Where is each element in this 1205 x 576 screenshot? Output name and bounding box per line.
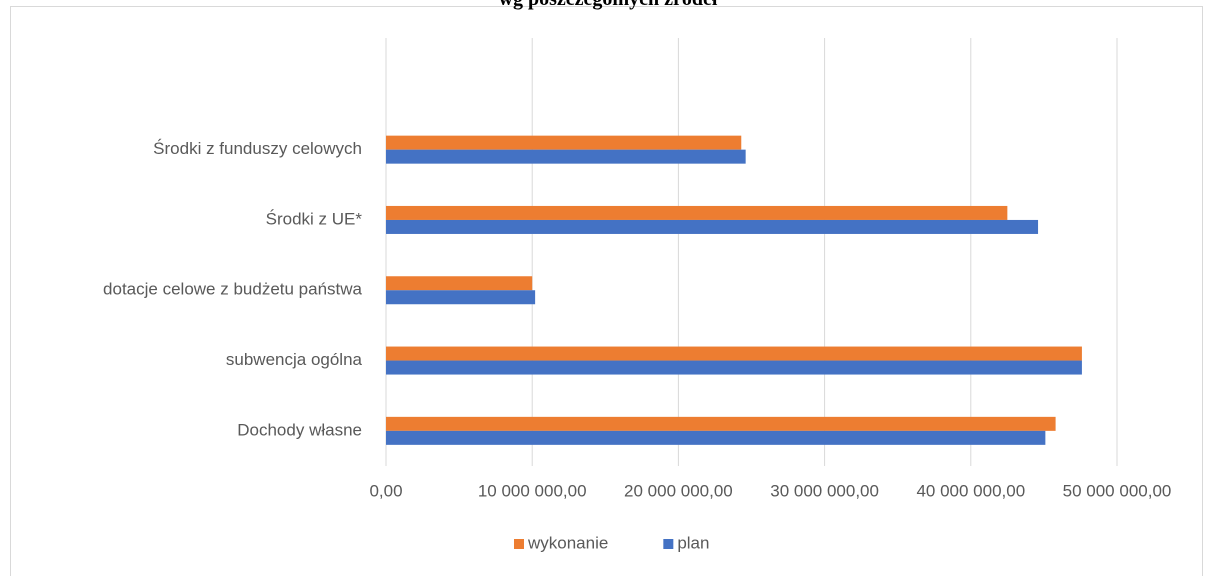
x-tick-label: 50 000 000,00 bbox=[1063, 481, 1172, 500]
y-tick-label: subwencja ogólna bbox=[226, 350, 363, 369]
y-tick-label: Środki z UE* bbox=[266, 209, 363, 228]
x-tick-label: 30 000 000,00 bbox=[770, 481, 879, 500]
y-tick-label: Dochody własne bbox=[237, 420, 362, 439]
legend-swatch bbox=[514, 539, 524, 549]
bar bbox=[386, 290, 536, 305]
bar bbox=[386, 430, 1046, 445]
bar bbox=[386, 360, 1082, 375]
y-tick-label: Środki z funduszy celowych bbox=[153, 139, 362, 158]
bar bbox=[386, 416, 1056, 431]
legend-swatch bbox=[663, 539, 674, 549]
chart-frame bbox=[10, 6, 1203, 576]
bar bbox=[386, 276, 533, 291]
bar bbox=[386, 205, 1008, 220]
legend-label: plan bbox=[677, 533, 709, 552]
legend-label: wykonanie bbox=[527, 533, 608, 552]
x-tick-label: 20 000 000,00 bbox=[624, 481, 733, 500]
x-tick-label: 0,00 bbox=[369, 481, 402, 500]
y-tick-label: dotacje celowe z budżetu państwa bbox=[103, 280, 362, 299]
x-tick-label: 40 000 000,00 bbox=[916, 481, 1025, 500]
chart-title: wg poszczególnych źródeł bbox=[499, 0, 718, 10]
bar bbox=[386, 219, 1039, 234]
bar bbox=[386, 135, 742, 150]
x-tick-label: 10 000 000,00 bbox=[478, 481, 587, 500]
bar bbox=[386, 346, 1082, 361]
bar bbox=[386, 149, 746, 164]
